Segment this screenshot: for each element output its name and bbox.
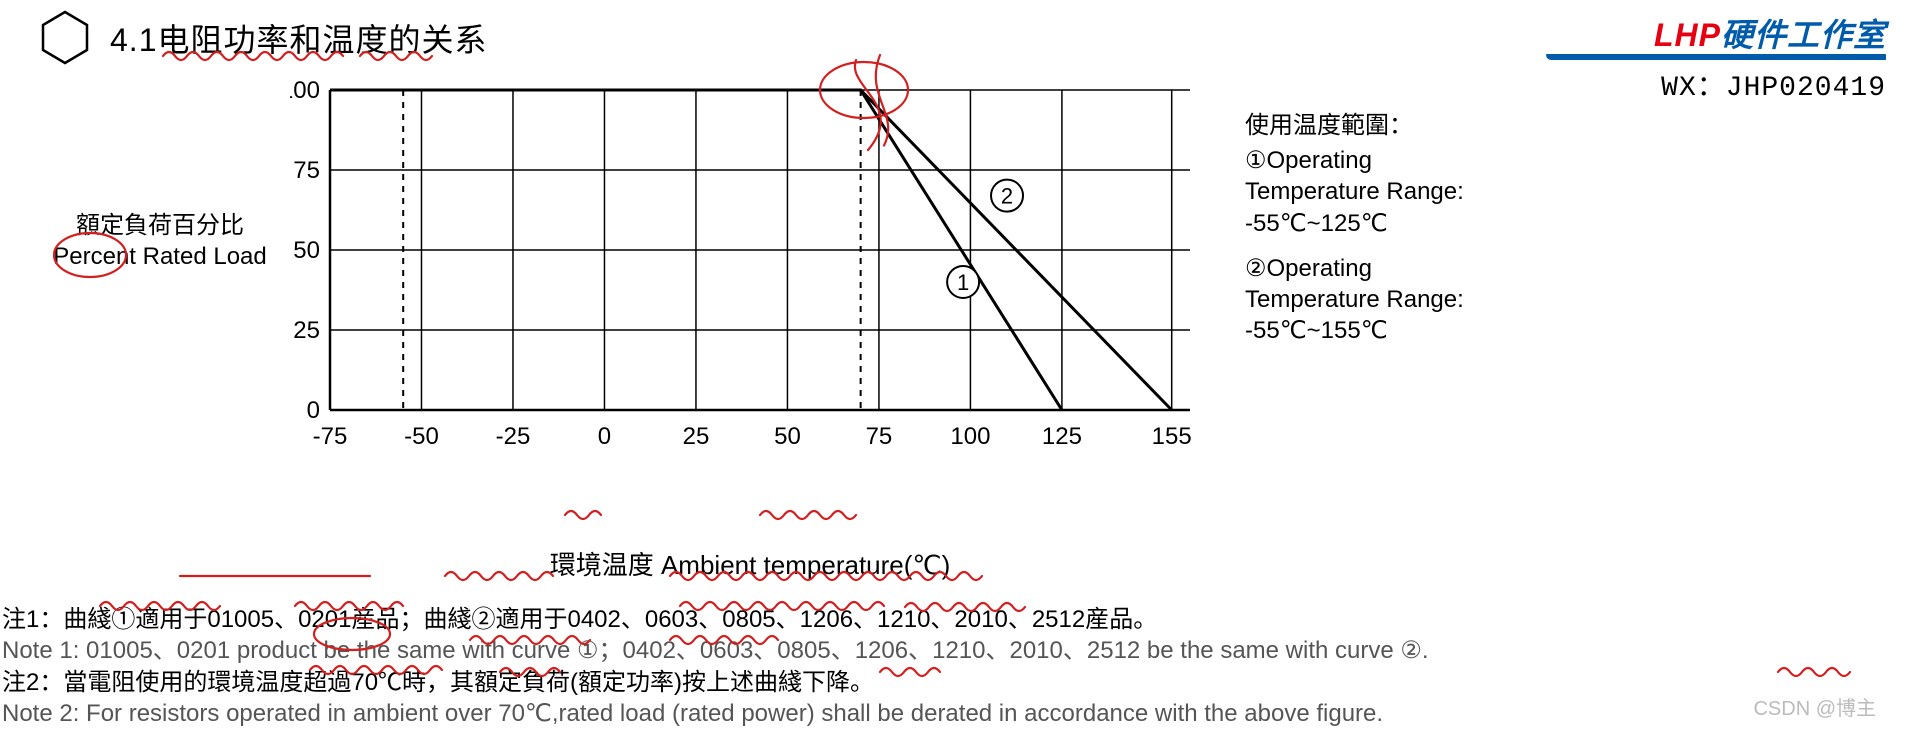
- logo-cn: 硬件工作室: [1721, 17, 1886, 53]
- note2-en: Note 2: For resistors operated in ambien…: [2, 698, 1906, 729]
- svg-text:0: 0: [598, 423, 611, 450]
- svg-text:25: 25: [293, 317, 320, 344]
- svg-text:0: 0: [307, 397, 320, 424]
- svg-text:1: 1: [957, 270, 969, 295]
- range2-label: ②Operating Temperature Range:: [1245, 253, 1465, 315]
- chart-svg: -75-50-2502550751001251550255075100-55℃7…: [290, 80, 1210, 500]
- svg-text:75: 75: [866, 423, 893, 450]
- hexagon-icon: [40, 10, 90, 65]
- svg-text:100: 100: [950, 423, 990, 450]
- y-axis-title-cn: 額定負荷百分比: [30, 210, 290, 241]
- note1-en: Note 1: 01005、0201 product be the same w…: [2, 635, 1906, 666]
- svg-text:155: 155: [1152, 423, 1192, 450]
- svg-text:25: 25: [683, 423, 710, 450]
- derating-chart: -75-50-2502550751001251550255075100-55℃7…: [290, 80, 1210, 505]
- note2-cn: 注2：當電阻使用的環境温度超過70℃時，其額定負荷(額定功率)按上述曲綫下降。: [2, 667, 1906, 698]
- svg-text:100: 100: [290, 80, 320, 104]
- range2-value: -55℃~155℃: [1245, 315, 1886, 346]
- svg-text:125: 125: [1042, 423, 1082, 450]
- notes-block: 注1：曲綫①適用于01005、0201産品；曲綫②適用于0402、0603、08…: [0, 604, 1906, 729]
- section-number: 4.1: [110, 22, 157, 58]
- svg-text:50: 50: [774, 423, 801, 450]
- svg-text:50: 50: [293, 237, 320, 264]
- svg-text:-50: -50: [404, 423, 439, 450]
- svg-text:-75: -75: [313, 423, 348, 450]
- svg-text:75: 75: [293, 157, 320, 184]
- logo-lhp: LHP: [1654, 17, 1721, 53]
- range1-label: ①Operating Temperature Range:: [1245, 145, 1465, 207]
- svg-text:2: 2: [1001, 184, 1013, 209]
- section-title-cn: 电阻功率和温度的关系: [157, 22, 487, 58]
- y-axis-title: 額定負荷百分比 Percent Rated Load: [30, 80, 290, 272]
- range-head: 使用温度範圍：: [1245, 110, 1886, 141]
- temperature-range-info: 使用温度範圍： ①Operating Temperature Range: -5…: [1210, 80, 1886, 360]
- y-axis-title-en: Percent Rated Load: [30, 241, 290, 272]
- svg-text:-25: -25: [496, 423, 531, 450]
- section-title: 4.1电阻功率和温度的关系: [110, 15, 488, 61]
- range1-value: -55℃~125℃: [1245, 208, 1886, 239]
- section-header: 4.1电阻功率和温度的关系: [40, 10, 488, 65]
- note1-cn: 注1：曲綫①適用于01005、0201産品；曲綫②適用于0402、0603、08…: [2, 604, 1906, 635]
- x-axis-title: 環境温度 Ambient temperature(℃): [290, 545, 1210, 582]
